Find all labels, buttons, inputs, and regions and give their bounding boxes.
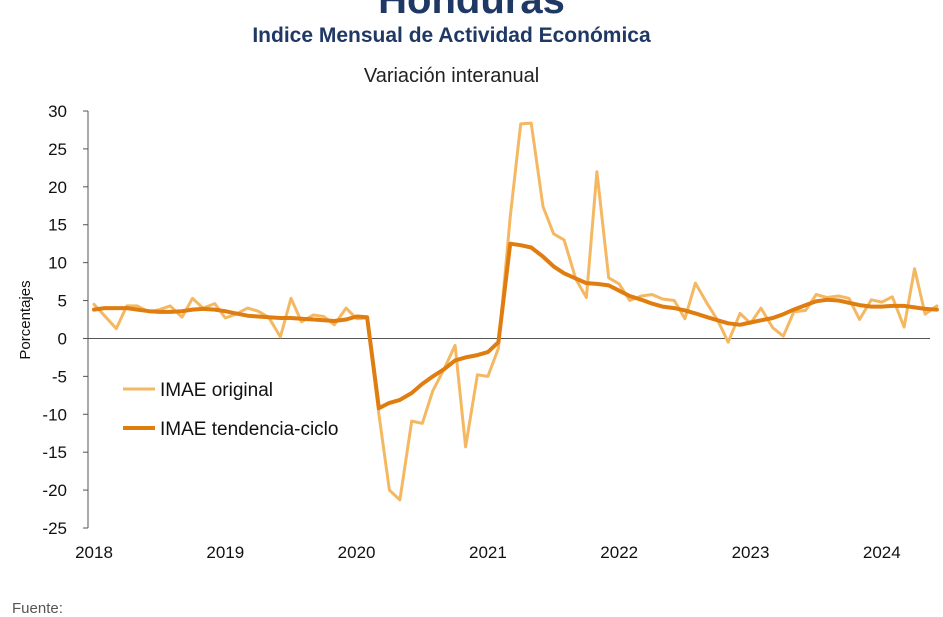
y-tick-label: 0 — [58, 329, 67, 348]
y-tick-label: -5 — [52, 367, 67, 386]
series-line-imae-tendencia-ciclo — [92, 241, 939, 411]
x-tick-label: 2022 — [600, 543, 638, 562]
chart-title: Variación interanual — [363, 65, 540, 87]
y-tick-label: 5 — [58, 292, 67, 311]
y-tick-label: 10 — [48, 254, 67, 273]
chart-subtitle: Indice Mensual de Actividad Económica — [252, 24, 651, 47]
x-tick-label: 2020 — [338, 543, 376, 562]
x-tick-label: 2019 — [206, 543, 244, 562]
legend-label: IMAE original — [160, 380, 273, 401]
chart-series — [92, 121, 939, 502]
x-tick-label: 2021 — [469, 543, 507, 562]
x-tick-label: 2024 — [863, 543, 901, 562]
country-title: Honduras — [378, 0, 565, 22]
x-tick-label: 2023 — [732, 543, 770, 562]
y-tick-label: 30 — [48, 102, 67, 121]
y-tick-label: -20 — [42, 481, 67, 500]
x-tick-label: 2018 — [75, 543, 113, 562]
legend-label: IMAE tendencia-ciclo — [160, 419, 338, 440]
y-tick-label: -15 — [42, 443, 67, 462]
chart-legend: IMAE original IMAE tendencia-ciclo — [123, 380, 338, 440]
y-tick-label: -25 — [42, 519, 67, 538]
y-tick-label: 20 — [48, 178, 67, 197]
y-tick-label: 15 — [48, 216, 67, 235]
y-tick-label: 25 — [48, 140, 67, 159]
y-axis-title: Porcentajes — [17, 280, 34, 359]
chart-axes: 30 25 20 15 10 5 0 -5 -10 -15 -20 -25 2018 2019 2020 20… — [17, 102, 930, 562]
y-tick-label: -10 — [42, 405, 67, 424]
source-note: Fuente: — [12, 600, 63, 617]
